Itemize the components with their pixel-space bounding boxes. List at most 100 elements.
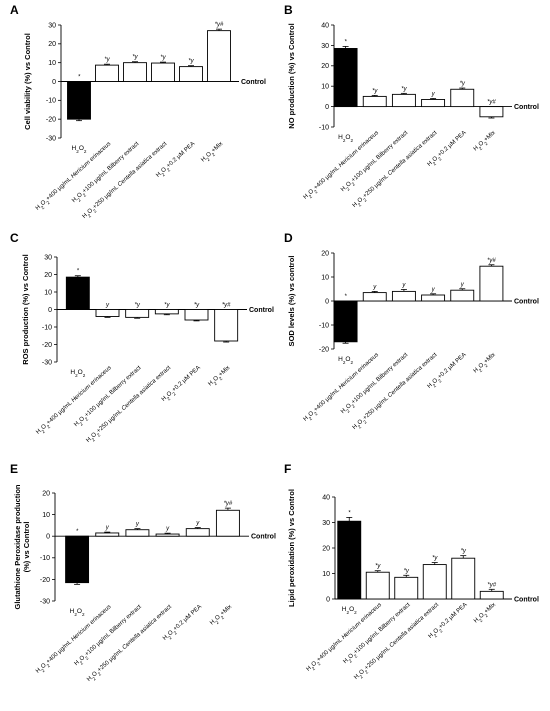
category-label: H2O2	[338, 134, 353, 143]
panel-a: A -30 -20 -10 0 10 20 30 Cell viability (%) vs C…	[10, 3, 266, 220]
y-axis-title: NO production (%) vs Control	[287, 23, 296, 128]
significance-label: y	[105, 525, 110, 531]
y-tick-label: 10	[321, 274, 329, 281]
category-label: H2O2	[338, 356, 353, 365]
bar	[125, 529, 150, 537]
significance-label: y	[135, 522, 140, 528]
significance-label: *y	[461, 549, 467, 555]
y-tick-label: -30	[40, 598, 50, 605]
significance-label: *y	[164, 303, 170, 309]
control-label: Control	[251, 534, 276, 541]
bar	[479, 590, 504, 600]
significance-label: *y	[132, 55, 138, 61]
bar	[337, 520, 362, 600]
y-axis-title: Glutathione Peroxidase production(%) vs …	[13, 484, 31, 609]
significance-label: y	[372, 284, 377, 290]
significance-label: *y	[375, 564, 381, 570]
bar	[333, 48, 358, 108]
bar	[179, 66, 203, 82]
bar	[95, 309, 120, 317]
bar	[421, 294, 446, 302]
panel-d: D -20 -10 0 10 20 SOD levels (%) vs control Con…	[284, 231, 539, 431]
y-tick-label: 0	[46, 534, 50, 541]
significance-label: y	[401, 282, 406, 288]
bar	[95, 64, 119, 82]
bar	[184, 309, 209, 321]
bar	[154, 309, 179, 315]
bar	[95, 532, 120, 537]
y-tick-label: 10	[322, 571, 330, 578]
y-tick-label: 10	[48, 60, 56, 67]
bar	[394, 576, 419, 600]
bar	[451, 557, 476, 600]
significance-label: *y	[134, 303, 140, 309]
y-tick-label: -10	[319, 322, 329, 329]
y-tick-label: 10	[321, 84, 329, 91]
y-tick-label: 0	[48, 307, 52, 314]
y-tick-label: 40	[322, 494, 330, 501]
y-axis-title: SOD levels (%) vs control	[287, 256, 296, 347]
category-label: H2O2+Mix	[209, 604, 234, 628]
panel-letter: C	[10, 231, 19, 245]
y-tick-label: 20	[48, 41, 56, 48]
panel-c: C -30 -20 -10 0 10 20 30 ROS production (%) vs C…	[10, 231, 274, 444]
y-tick-label: 20	[321, 250, 329, 257]
y-tick-label: -10	[319, 124, 329, 131]
bar	[362, 292, 387, 302]
bar	[365, 571, 390, 600]
significance-label: *y	[404, 568, 410, 574]
significance-label: *	[77, 269, 80, 275]
y-tick-label: -30	[42, 359, 52, 366]
y-tick-label: 0	[326, 596, 330, 603]
category-label: H2O2	[342, 606, 357, 615]
significance-label: *	[344, 39, 347, 45]
bar	[151, 62, 175, 82]
significance-label: *	[78, 75, 81, 81]
y-axis-title: Cell viability (%) vs Control	[23, 33, 32, 130]
y-tick-label: 10	[44, 289, 52, 296]
category-label: H2O2	[70, 369, 85, 378]
category-label: H2O2+Mix	[473, 602, 498, 626]
y-tick-label: -10	[40, 555, 50, 562]
y-tick-label: 0	[52, 79, 56, 86]
y-tick-label: -20	[46, 117, 56, 124]
significance-label: *	[344, 294, 347, 300]
y-tick-label: -20	[40, 577, 50, 584]
significance-label: *y	[432, 556, 438, 562]
control-label: Control	[514, 299, 539, 306]
significance-label: *y	[194, 303, 200, 309]
panel-e: E -30 -20 -10 0 10 20 Glutathione Peroxidase pr…	[10, 462, 276, 683]
y-tick-label: -10	[46, 98, 56, 105]
significance-label: y	[195, 521, 200, 527]
significance-label: *y#	[224, 501, 233, 507]
y-axis-title: ROS production (%) vs Control	[21, 254, 30, 364]
category-label: H2O2	[70, 608, 85, 617]
significance-label: y	[431, 287, 436, 293]
bar	[333, 300, 358, 343]
y-tick-label: 0	[325, 104, 329, 111]
significance-label: *	[348, 510, 351, 516]
y-tick-label: 40	[321, 22, 329, 29]
panel-letter: E	[10, 462, 18, 476]
significance-label: *	[76, 529, 79, 535]
significance-label: *y#	[487, 582, 496, 588]
panel-b: B -10 0 10 20 30 40 NO production (%) vs Contro…	[284, 3, 539, 209]
y-tick-label: -20	[42, 342, 52, 349]
bar	[422, 564, 447, 600]
y-tick-label: 30	[48, 22, 56, 29]
bar	[450, 88, 475, 108]
control-label: Control	[249, 307, 274, 314]
bar	[450, 289, 475, 302]
y-tick-label: 20	[44, 272, 52, 279]
bar	[207, 30, 231, 82]
y-tick-label: -10	[42, 324, 52, 331]
y-tick-label: 30	[44, 254, 52, 261]
y-tick-label: -20	[319, 346, 329, 353]
bar	[421, 99, 446, 108]
panel-f: F 0 10 20 30 40 Lipid peroxidation (%) vs Cont…	[284, 462, 539, 681]
significance-label: *y	[460, 81, 466, 87]
panel-letter: F	[284, 462, 291, 476]
bar	[479, 106, 504, 118]
significance-label: *y#	[215, 22, 224, 28]
control-label: Control	[241, 79, 266, 86]
